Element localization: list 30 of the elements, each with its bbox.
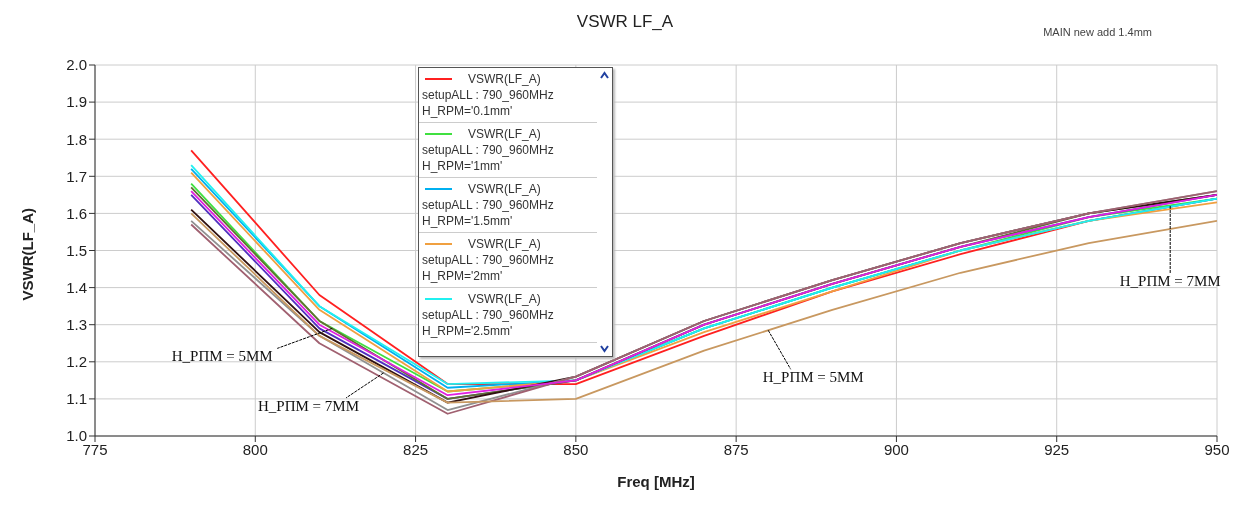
y-tick-label: 1.5 (66, 241, 87, 259)
x-tick-label: 900 (883, 440, 909, 458)
y-tick-label: 1.3 (66, 316, 87, 334)
legend-label: VSWR(LF_A) setupALL : 790_960MHz H_RPM='1.5mm' (422, 181, 555, 229)
x-tick-label: 850 (563, 440, 589, 458)
y-tick-label: 1.2 (66, 353, 87, 371)
legend-label: VSWR(LF_A) setupALL : 790_960MHz H_RPM='2.5mm' (422, 291, 555, 339)
legend-label: VSWR(LF_A) setupALL : 790_960MHz H_RPM='1mm' (422, 126, 555, 174)
chart-title: VSWR LF_A (576, 12, 674, 31)
chart-subtitle: MAIN new add 1.4mm (1043, 26, 1152, 38)
annotation: H_PПM = 7MM (1119, 272, 1221, 289)
x-tick-label: 950 (1204, 440, 1230, 458)
y-tick-label: 1.1 (66, 390, 87, 408)
annotation: H_PПM = 5MM (762, 369, 864, 386)
legend-label: VSWR(LF_A) setupALL : 790_960MHz H_RPM='2mm' (422, 236, 555, 284)
x-tick-label: 875 (723, 440, 749, 458)
y-tick-label: 1.6 (66, 204, 87, 222)
x-tick-label: 825 (403, 440, 429, 458)
y-tick-label: 1.8 (66, 130, 87, 148)
annotation: H_PПM = 7MM (258, 397, 360, 414)
y-axis-title: VSWR(LF_A) (19, 208, 37, 301)
y-tick-label: 1.7 (66, 167, 87, 185)
legend-label: VSWR(LF_A) setupALL : 790_960MHz H_RPM='0.1mm' (422, 71, 555, 119)
y-tick-label: 1.9 (66, 93, 87, 111)
y-tick-label: 1.4 (66, 278, 87, 296)
annotation: H_PПM = 5MM (171, 348, 273, 365)
y-tick-label: 2.0 (66, 56, 87, 74)
x-axis-title: Freq [MHz] (617, 473, 695, 490)
x-tick-label: 800 (242, 440, 268, 458)
x-tick-label: 925 (1044, 440, 1070, 458)
